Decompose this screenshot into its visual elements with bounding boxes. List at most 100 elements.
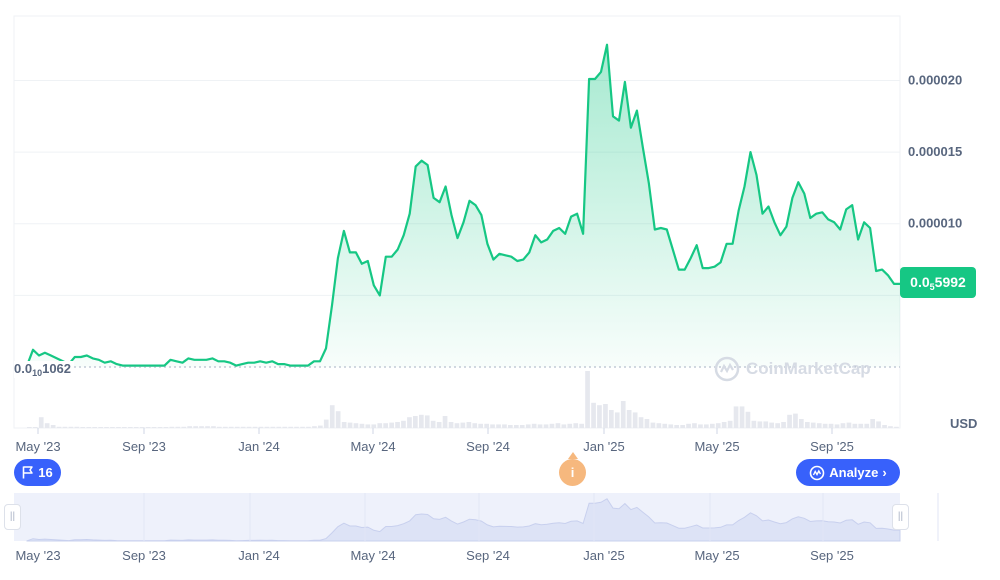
volume-bar xyxy=(614,412,620,428)
x-tick-label: Sep '25 xyxy=(810,439,854,454)
volume-bar xyxy=(508,425,513,428)
x-axis: May '23 Sep '23 Jan '24 May '24 Sep '24 Jan '… xyxy=(15,428,854,454)
volume-bar xyxy=(264,426,270,428)
volume-bar xyxy=(638,417,644,428)
volume-bar xyxy=(442,416,448,428)
volume-bar xyxy=(620,401,626,428)
navigator-area xyxy=(26,498,901,542)
volume-bar xyxy=(163,427,169,428)
navigator-x-tick-label: May '24 xyxy=(350,548,395,563)
volume-bar xyxy=(828,423,834,428)
volume-bar xyxy=(650,422,656,428)
x-tick-label: Sep '23 xyxy=(122,439,166,454)
x-tick-label: May '25 xyxy=(694,439,739,454)
volume-bar xyxy=(460,422,466,428)
volume-bar xyxy=(733,406,739,428)
analyze-button[interactable]: Analyze › xyxy=(796,459,900,486)
info-badge-pointer xyxy=(568,452,578,459)
volume-bar xyxy=(329,405,335,428)
price-area xyxy=(27,44,900,367)
navigator-x-tick-label: Sep '25 xyxy=(810,548,854,563)
volume-bar xyxy=(484,423,489,428)
volume-bar xyxy=(721,422,727,428)
coinmarketcap-logo-icon xyxy=(714,356,740,382)
volume-bar xyxy=(341,422,347,428)
chevron-right-icon: › xyxy=(882,465,887,480)
volume-bar xyxy=(715,423,721,428)
volume-bar xyxy=(632,412,638,428)
x-tick-label: Jan '24 xyxy=(238,439,280,454)
y-tick-label: 0.000010 xyxy=(908,216,962,231)
volume-bar xyxy=(555,423,561,428)
volume-bar xyxy=(757,421,763,428)
min-price-label: 0.0101062 xyxy=(14,361,75,378)
volume-bar xyxy=(347,422,353,428)
volume-bar xyxy=(751,420,757,428)
current-price-digits: 5992 xyxy=(934,274,966,290)
volume-bar xyxy=(490,424,495,428)
volume-bar xyxy=(157,427,163,428)
volume-bar xyxy=(104,427,109,428)
x-tick-label: May '23 xyxy=(15,439,60,454)
volume-bar xyxy=(300,426,305,428)
min-price-digits: 1062 xyxy=(42,361,72,376)
volume-bar xyxy=(840,423,846,428)
volume-bar xyxy=(234,426,240,428)
volume-bar xyxy=(80,427,86,428)
volume-bar xyxy=(246,426,252,428)
volume-bar xyxy=(876,421,881,428)
current-price-zeros: 5 xyxy=(929,282,935,292)
volume-bar xyxy=(609,410,614,428)
volume-bar xyxy=(603,404,608,428)
volume-bar xyxy=(816,423,822,428)
navigator-left-handle[interactable]: || xyxy=(4,504,21,530)
volume-bar xyxy=(258,426,264,428)
info-icon[interactable]: i xyxy=(559,459,586,486)
volume-bar xyxy=(567,423,573,428)
volume-bar xyxy=(240,426,246,428)
volume-bar xyxy=(413,416,418,428)
volume-bar xyxy=(727,420,733,428)
navigator-right-handle[interactable]: || xyxy=(892,504,909,530)
volume-bar xyxy=(846,422,852,428)
volume-bar xyxy=(894,426,899,428)
volume-bar xyxy=(122,427,127,428)
volume-bar xyxy=(573,423,579,428)
volume-bar xyxy=(395,422,400,428)
volume-bar xyxy=(175,426,181,428)
volume-bar xyxy=(543,424,549,428)
volume-bar xyxy=(270,426,276,428)
volume-bar xyxy=(145,427,151,428)
volume-bar xyxy=(56,426,62,428)
volume-bar xyxy=(335,411,341,428)
current-price-prefix: 0.0 xyxy=(910,274,930,290)
volume-bar xyxy=(704,424,709,428)
volume-bar xyxy=(549,423,555,428)
flag-icon xyxy=(22,466,34,479)
volume-bar xyxy=(502,424,507,428)
volume-bar xyxy=(686,423,691,428)
navigator[interactable] xyxy=(14,493,901,542)
volume-bar xyxy=(858,423,864,428)
volume-bar xyxy=(430,420,436,428)
volume-bar xyxy=(531,423,537,428)
navigator-x-tick-label: May '23 xyxy=(15,548,60,563)
volume-bar xyxy=(466,422,472,428)
volume-bar xyxy=(50,425,56,428)
volume-bar xyxy=(139,427,145,428)
volume-bar xyxy=(810,422,816,428)
volume-bar xyxy=(419,414,424,428)
volume-bar xyxy=(86,427,92,428)
y-axis: 0.000020 0.000015 0.000010 xyxy=(908,72,962,230)
volume-bar xyxy=(407,417,412,428)
flag-events-badge[interactable]: 16 xyxy=(14,459,61,486)
volume-bar xyxy=(38,417,44,428)
volume-bar xyxy=(401,420,406,428)
volume-bar xyxy=(472,423,478,428)
volume-bar xyxy=(537,424,543,428)
coinmarketcap-watermark: CoinMarketCap xyxy=(714,356,871,382)
analyze-label: Analyze xyxy=(829,465,879,480)
volume-bar xyxy=(710,423,715,428)
volume-bar xyxy=(739,406,745,428)
